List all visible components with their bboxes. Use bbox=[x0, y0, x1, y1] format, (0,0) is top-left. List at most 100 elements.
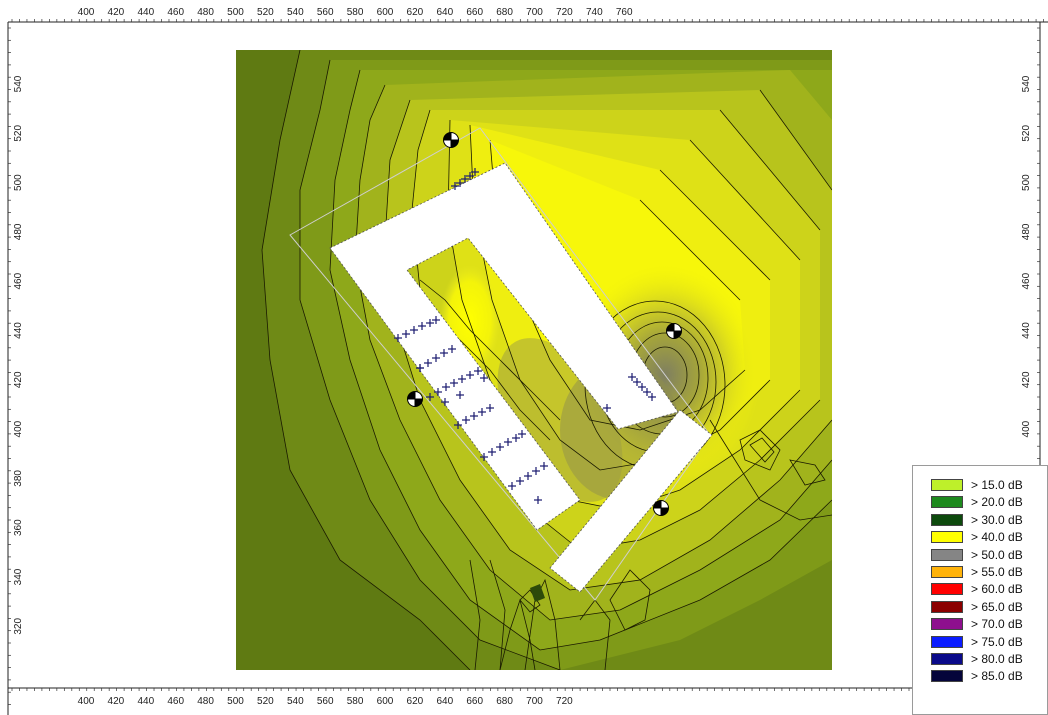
receiver-point-icon bbox=[458, 375, 466, 383]
receiver-point-icon bbox=[638, 383, 646, 391]
receiver-point-icon bbox=[451, 182, 459, 190]
legend-label: > 60.0 dB bbox=[971, 582, 1023, 597]
receiver-point-icon bbox=[462, 416, 470, 424]
y-tick-label-right: 420 bbox=[1021, 371, 1032, 388]
y-tick-label-right: 540 bbox=[1021, 75, 1032, 92]
x-tick-label-bottom: 680 bbox=[496, 696, 513, 707]
legend-item: > 55.0 dB bbox=[931, 565, 1048, 579]
x-tick-label-bottom: 600 bbox=[377, 696, 394, 707]
receiver-point-icon bbox=[441, 398, 449, 406]
x-tick-label-top: 740 bbox=[586, 7, 603, 18]
receiver-point-icon bbox=[474, 367, 482, 375]
legend-label: > 65.0 dB bbox=[971, 599, 1023, 614]
receiver-point-icon bbox=[448, 345, 456, 353]
y-axis-right-labels: 540 520 500 480 460 440 420 400 bbox=[1021, 75, 1032, 437]
receiver-point-icon bbox=[402, 330, 410, 338]
y-tick-label-left: 540 bbox=[13, 75, 24, 92]
legend-label: > 30.0 dB bbox=[971, 512, 1023, 527]
y-tick-label-left: 420 bbox=[13, 371, 24, 388]
legend-swatch bbox=[931, 531, 963, 544]
y-tick-label-left: 520 bbox=[13, 125, 24, 142]
receiver-point-icon bbox=[440, 349, 448, 357]
receiver-point-icon bbox=[628, 373, 636, 381]
legend-swatch bbox=[931, 635, 963, 648]
legend-swatch bbox=[931, 653, 963, 665]
x-tick-label-top: 680 bbox=[496, 7, 513, 18]
legend-swatch bbox=[931, 479, 963, 491]
x-tick-label-top: 460 bbox=[167, 7, 184, 18]
y-tick-label-left: 380 bbox=[13, 470, 24, 487]
receiver-point-icon bbox=[648, 393, 656, 401]
receiver-point-icon bbox=[534, 496, 542, 504]
receiver-point-icon bbox=[416, 364, 424, 372]
receiver-point-icon bbox=[532, 467, 540, 475]
x-tick-label-bottom: 660 bbox=[466, 696, 483, 707]
x-tick-label-top: 520 bbox=[257, 7, 274, 18]
receiver-point-icon bbox=[496, 443, 504, 451]
x-tick-label-bottom: 560 bbox=[317, 696, 334, 707]
y-tick-label-right: 480 bbox=[1021, 223, 1032, 240]
x-tick-label-bottom: 400 bbox=[78, 696, 95, 707]
receiver-point-icon bbox=[603, 404, 611, 412]
legend-item: > 60.0 dB bbox=[931, 582, 1048, 596]
x-tick-label-top: 560 bbox=[317, 7, 334, 18]
x-tick-label-bottom: 420 bbox=[108, 696, 125, 707]
receiver-point-icon bbox=[480, 374, 488, 382]
receiver-point-icon bbox=[478, 408, 486, 416]
legend-label: > 20.0 dB bbox=[971, 495, 1023, 510]
x-tick-label-bottom: 500 bbox=[227, 696, 244, 707]
legend-label: > 85.0 dB bbox=[971, 669, 1023, 684]
receiver-point-icon bbox=[516, 477, 524, 485]
legend-label: > 55.0 dB bbox=[971, 565, 1023, 579]
receiver-point-icon bbox=[456, 179, 464, 187]
y-tick-label-right: 520 bbox=[1021, 125, 1032, 142]
x-tick-label-bottom: 720 bbox=[556, 696, 573, 707]
x-tick-label-top: 720 bbox=[556, 7, 573, 18]
legend-swatch bbox=[931, 496, 963, 509]
noise-level-legend: > 15.0 dB > 20.0 dB > 30.0 dB > 40.0 dB > 50… bbox=[912, 465, 1048, 715]
receiver-point-icon bbox=[488, 448, 496, 456]
receiver-point-icon bbox=[418, 322, 426, 330]
legend-item: > 30.0 dB bbox=[931, 513, 1048, 527]
receiver-point-icon bbox=[524, 472, 532, 480]
receiver-point-icon bbox=[454, 421, 462, 429]
legend-label: > 75.0 dB bbox=[971, 634, 1023, 649]
legend-swatch bbox=[931, 600, 963, 613]
x-tick-label-bottom: 700 bbox=[526, 696, 543, 707]
x-tick-label-bottom: 640 bbox=[436, 696, 453, 707]
receiver-point-icon bbox=[466, 371, 474, 379]
x-tick-label-top: 540 bbox=[287, 7, 304, 18]
x-tick-label-top: 600 bbox=[377, 7, 394, 18]
y-tick-label-left: 440 bbox=[13, 322, 24, 339]
legend-item: > 75.0 dB bbox=[931, 635, 1048, 649]
receiver-point-icon bbox=[470, 412, 478, 420]
x-tick-label-top: 700 bbox=[526, 7, 543, 18]
receiver-point-icon bbox=[432, 316, 440, 324]
receiver-point-icon bbox=[518, 430, 526, 438]
receiver-point-icon bbox=[426, 393, 434, 401]
receiver-point-icon bbox=[432, 354, 440, 362]
x-tick-label-top: 500 bbox=[227, 7, 244, 18]
y-tick-label-right: 440 bbox=[1021, 322, 1032, 339]
legend-swatch bbox=[931, 566, 963, 578]
y-tick-label-left: 340 bbox=[13, 568, 24, 585]
y-tick-label-right: 400 bbox=[1021, 420, 1032, 437]
receiver-point-icon bbox=[466, 172, 474, 180]
legend-item: > 70.0 dB bbox=[931, 617, 1048, 631]
receiver-point-icon bbox=[508, 482, 516, 490]
legend-swatch bbox=[931, 670, 963, 683]
receiver-point-icon bbox=[504, 438, 512, 446]
y-tick-label-left: 360 bbox=[13, 519, 24, 536]
legend-item: > 65.0 dB bbox=[931, 600, 1048, 614]
noise-contour-map bbox=[236, 50, 832, 670]
receiver-point-icon bbox=[442, 383, 450, 391]
receiver-point-icon bbox=[643, 388, 651, 396]
y-tick-label-right: 500 bbox=[1021, 174, 1032, 191]
receiver-point-icon bbox=[486, 404, 494, 412]
y-tick-label-right: 460 bbox=[1021, 272, 1032, 289]
legend-swatch bbox=[931, 548, 963, 561]
x-tick-label-top: 580 bbox=[347, 7, 364, 18]
legend-swatch bbox=[931, 583, 963, 596]
ruler-minor-ticks bbox=[8, 19, 1044, 705]
x-tick-label-bottom: 460 bbox=[167, 696, 184, 707]
